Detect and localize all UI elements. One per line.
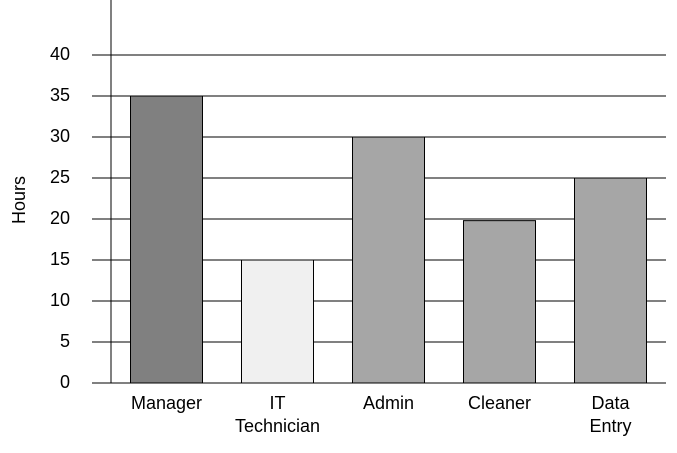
y-tick-label: 25 [50,167,70,187]
x-tick-label-box: Admin [363,392,414,415]
x-tick-label: IT Technician [234,393,321,436]
x-tick-label: Manager [130,393,203,413]
bar [574,177,647,384]
y-tick-label: 10 [50,290,70,310]
x-tick-label: Data Entry [589,393,632,436]
y-tick-label: 35 [50,85,70,105]
y-axis-label: Hours [9,176,29,224]
x-tick-label: Admin [362,393,415,413]
bar [130,95,203,384]
x-tick-label-box: Data Entry [589,392,632,438]
x-tick-label-box: Cleaner [468,392,531,415]
y-tick-label: 30 [50,126,70,146]
y-tick-label: 20 [50,208,70,228]
x-tick-label-box: IT Technician [235,392,320,438]
y-tick-label: 40 [50,44,70,64]
x-tick-label-box: Manager [131,392,202,415]
y-tick-label: 5 [60,331,70,351]
bar [463,220,536,384]
x-tick-label: Cleaner [467,393,532,413]
bar [241,259,314,384]
y-tick-label: 0 [60,372,70,392]
bar [352,136,425,384]
y-tick-label: 15 [50,249,70,269]
